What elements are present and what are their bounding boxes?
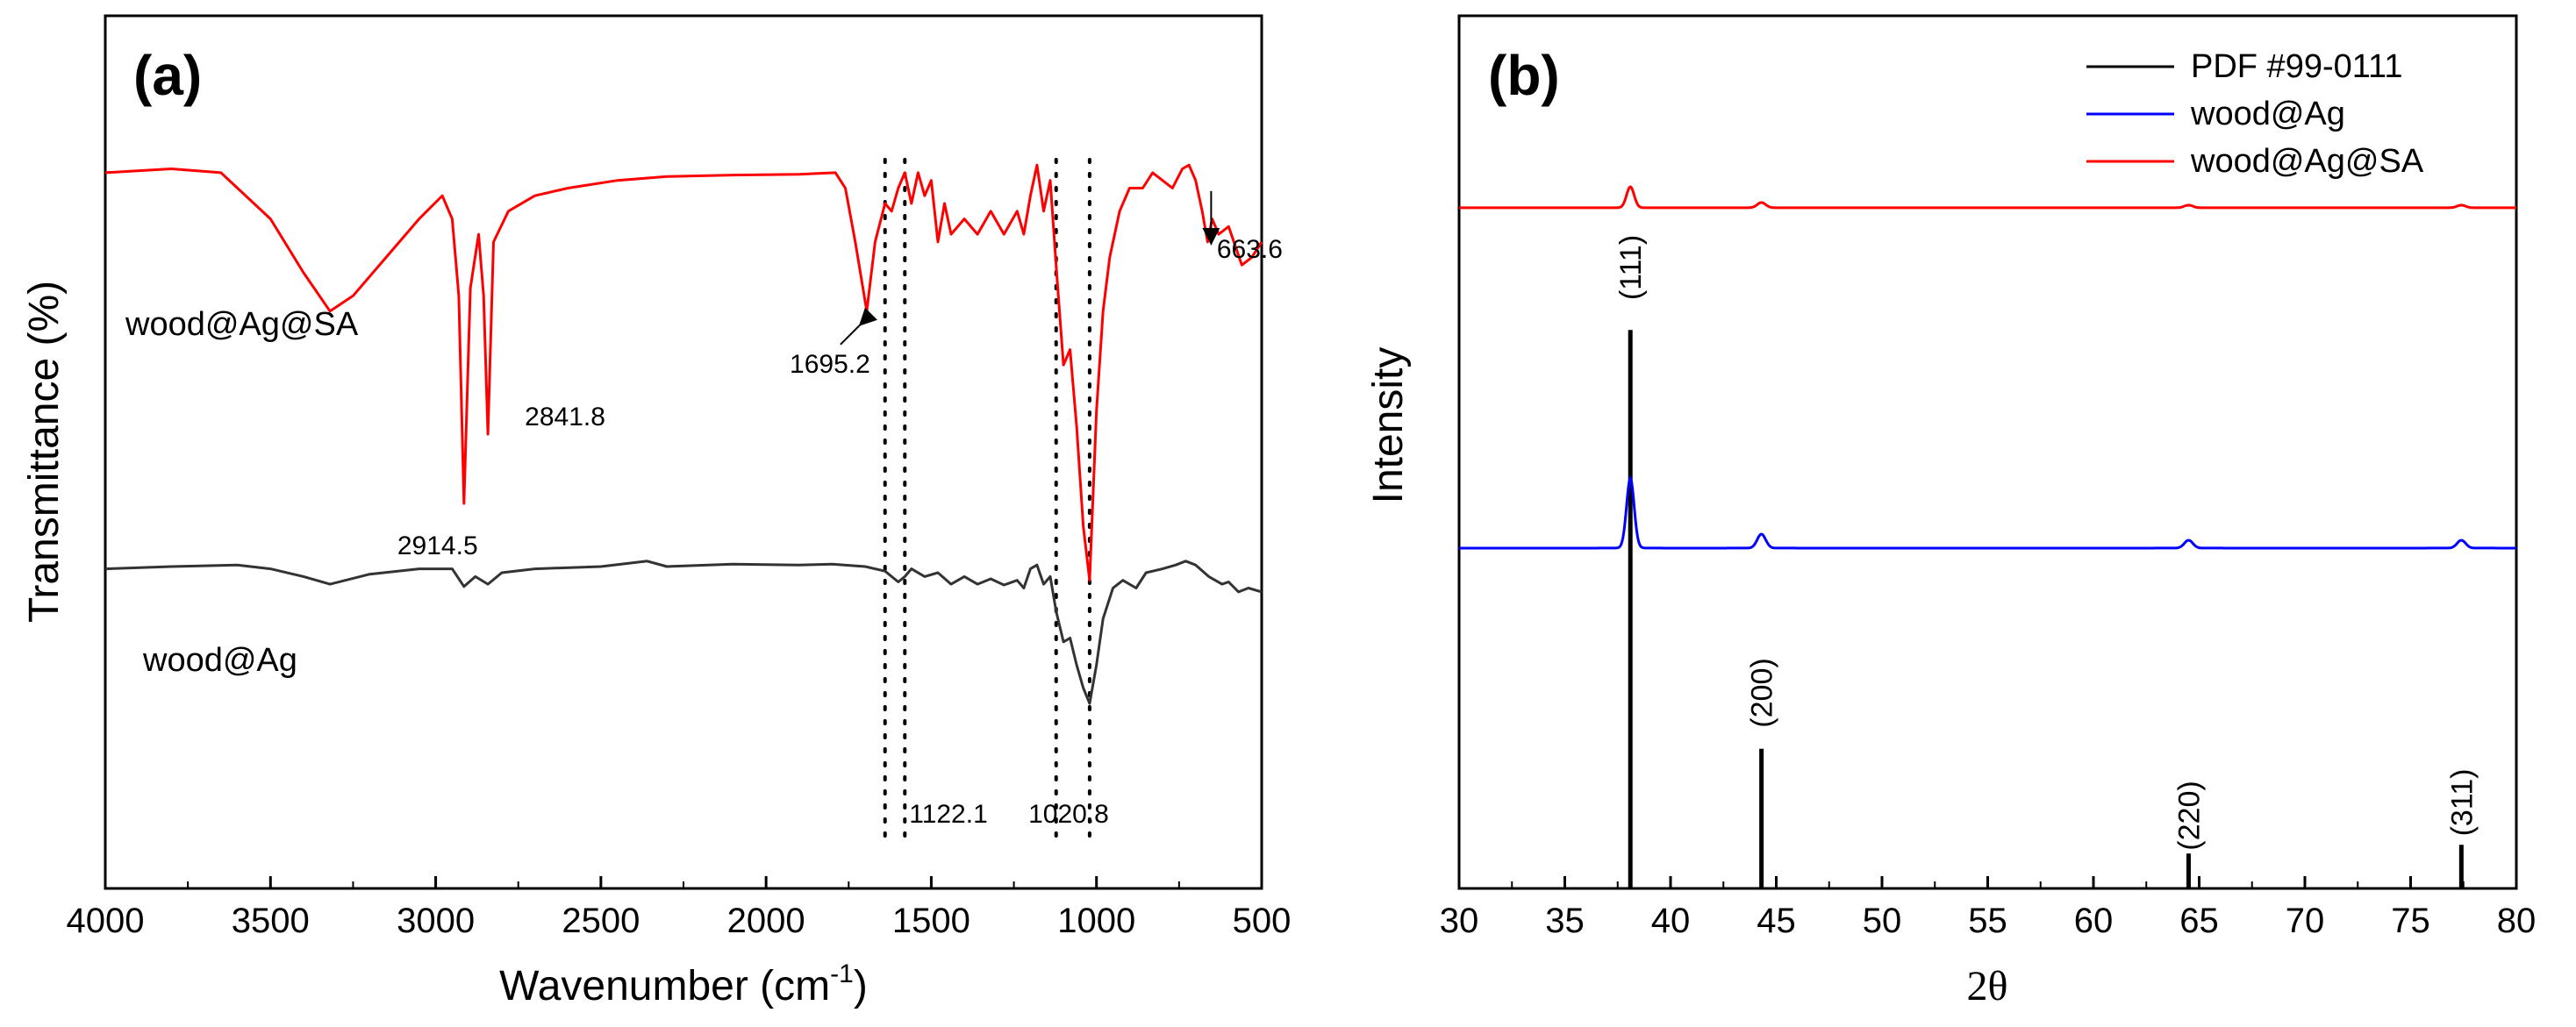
panel-b-x-tick-label: 30 [1440, 902, 1479, 940]
panel-b-x-tick-label: 35 [1545, 902, 1585, 940]
panel-a-x-tick-label: 1000 [1057, 902, 1135, 940]
panel-a-x-tick-label: 2000 [727, 902, 805, 940]
peak-label-2914-5: 2914.5 [397, 531, 478, 560]
panel-a-label: (a) [133, 44, 202, 107]
panel-a-reference-lines [883, 158, 1091, 839]
series-label-wood-ag-sa: wood@Ag@SA [125, 306, 359, 343]
panel-a-ftir: 4000 3500 3000 2500 2000 1500 1000 500 2914.5 28… [21, 14, 1292, 1009]
peak-label-1122: 1122.1 [909, 800, 988, 829]
panel-b-legend: PDF #99-0111 wood@Ag wood@Ag@SA [2086, 48, 2424, 180]
peak-label-1020: 1020.8 [1028, 800, 1109, 829]
miller-label: (111) [1614, 235, 1648, 300]
panel-b-x-axis-label: 2θ [1967, 963, 2008, 1009]
miller-label: (311) [2445, 769, 2479, 837]
panel-a-peak-annotations: 2914.5 2841.8 1695.2 663.6 [397, 190, 1283, 560]
miller-label: (220) [2172, 781, 2206, 850]
panel-a-x-axis-label-main: Wavenumber (cm [499, 963, 830, 1009]
panel-a-x-axis-label-close: ) [854, 963, 868, 1009]
panel-b-miller-index-labels: (111) (200) (220) (311) [1614, 235, 2479, 851]
panel-b-x-tick-label: 60 [2074, 902, 2114, 940]
peak-arrow-1695 [840, 307, 878, 346]
xrd-curve-wood-ag-sa [1459, 185, 2516, 210]
panel-a-frame [104, 14, 1263, 890]
panel-b-x-tick-label: 40 [1651, 902, 1691, 940]
legend-label: PDF #99-0111 [2191, 48, 2403, 85]
panel-a-y-axis-label: Transmittance (%) [21, 281, 68, 623]
panel-a-series [104, 163, 1263, 705]
panel-a-x-tick-label: 4000 [67, 902, 145, 940]
legend-label: wood@Ag@SA [2190, 143, 2424, 180]
panel-b-x-tick-label: 45 [1757, 902, 1796, 940]
ftir-curve-wood-ag [104, 560, 1263, 705]
panel-a-x-tick-label: 3000 [397, 902, 475, 940]
panel-b-x-tick-label: 80 [2497, 902, 2537, 940]
peak-label-663-6: 663.6 [1217, 235, 1283, 264]
panel-b-xrd: 30 35 40 45 50 55 60 65 70 75 80 (111) (200) (220) (3… [1365, 14, 2537, 1009]
peak-label-1695-2: 1695.2 [790, 350, 870, 379]
panel-a-x-axis-label-sup: -1 [830, 959, 854, 988]
panel-b-y-axis-label: Intensity [1365, 347, 1412, 504]
xrd-curve-wood-ag [1459, 474, 2516, 550]
panel-a-x-tick-label: 1500 [892, 902, 970, 940]
panel-a-x-axis-label: Wavenumber (cm-1) [499, 959, 868, 1009]
peak-label-2841-8: 2841.8 [525, 403, 605, 431]
panel-b-x-tick-labels: 30 35 40 45 50 55 60 65 70 75 80 [1440, 902, 2537, 940]
panel-b-x-tick-label: 70 [2286, 902, 2325, 940]
panel-a-x-tick-labels: 4000 3500 3000 2500 2000 1500 1000 500 [67, 902, 1292, 940]
panel-b-x-tick-label: 75 [2391, 902, 2430, 940]
panel-b-x-tick-label: 65 [2179, 902, 2219, 940]
series-label-wood-ag: wood@Ag [142, 642, 297, 679]
panel-b-series [1459, 185, 2516, 888]
panel-a-x-ticks [104, 876, 1263, 888]
panel-b-x-ticks [1457, 876, 2518, 888]
panel-b-x-tick-label: 55 [1968, 902, 2007, 940]
legend-label: wood@Ag [2190, 96, 2345, 132]
panel-b-label: (b) [1488, 44, 1560, 107]
ftir-curve-wood-ag-sa [104, 163, 1263, 582]
panel-a-x-tick-label: 500 [1233, 902, 1292, 940]
panel-a-x-tick-label: 3500 [232, 902, 310, 940]
panel-a-x-tick-label: 2500 [562, 902, 640, 940]
miller-label: (200) [1746, 658, 1779, 727]
panel-b-x-tick-label: 50 [1863, 902, 1902, 940]
